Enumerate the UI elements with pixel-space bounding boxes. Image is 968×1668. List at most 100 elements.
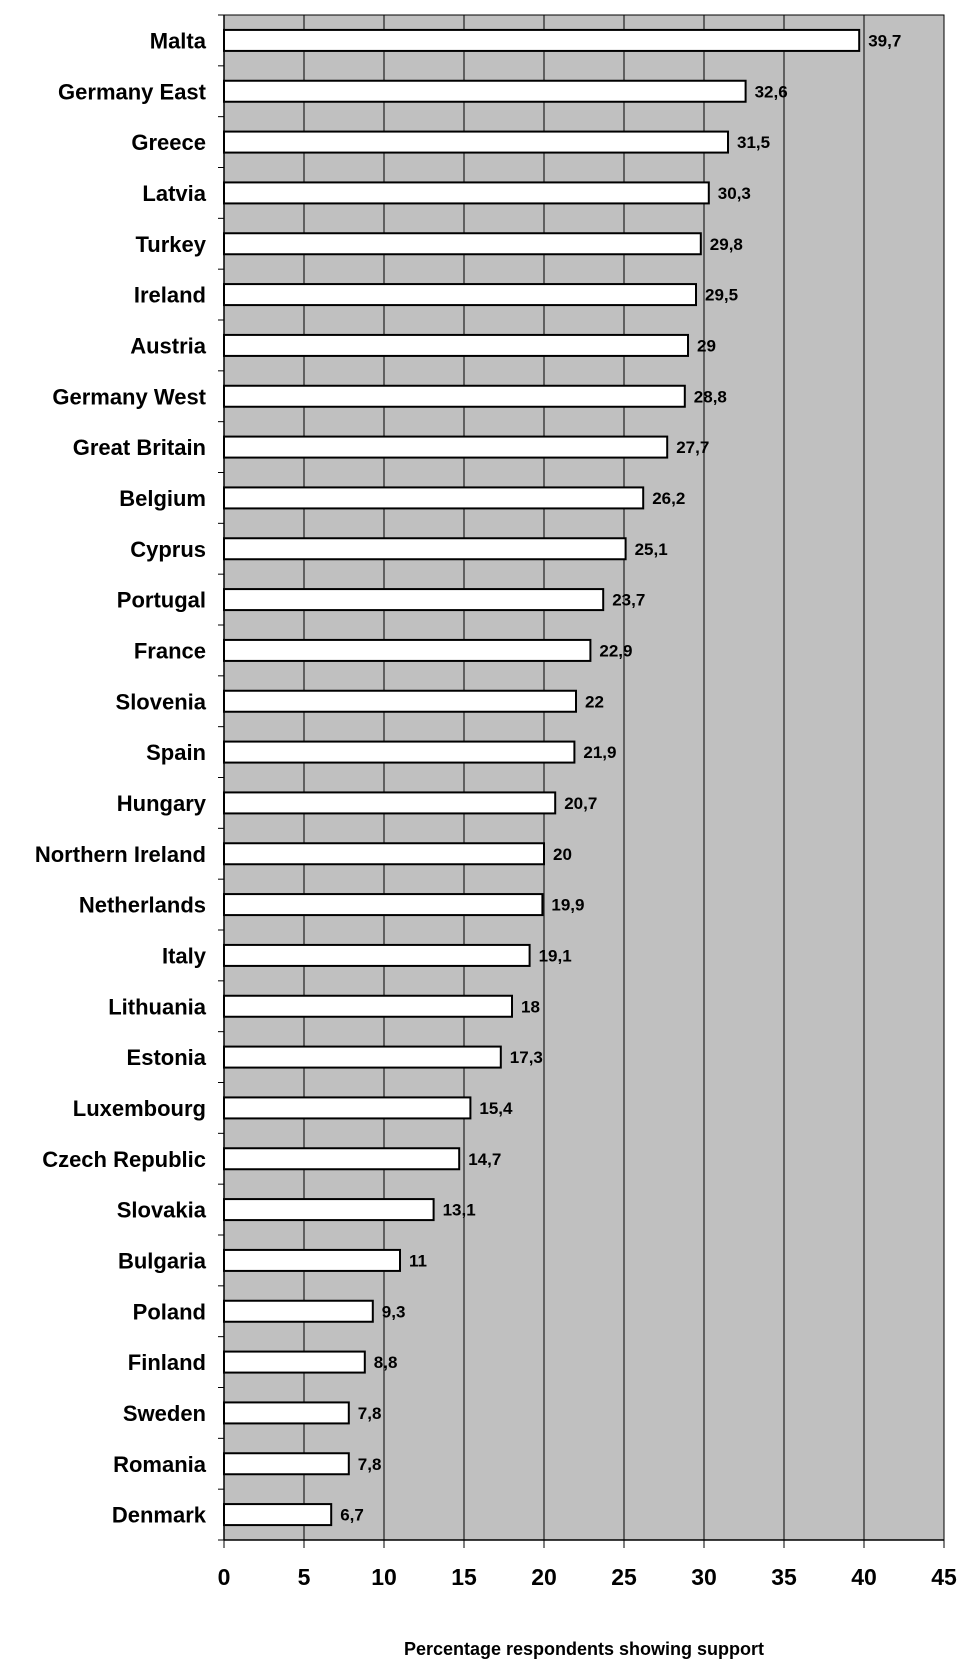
category-label: Hungary (117, 791, 207, 816)
data-label: 31,5 (737, 133, 770, 152)
category-label: Spain (146, 740, 206, 765)
y-axis (218, 14, 225, 1541)
category-label: Denmark (112, 1503, 207, 1528)
category-label: Slovenia (116, 689, 207, 714)
category-label: France (134, 638, 206, 663)
category-label: Lithuania (108, 994, 207, 1019)
bar (223, 435, 669, 459)
bar (223, 1299, 374, 1323)
data-label: 9,3 (382, 1302, 406, 1321)
data-label: 23,7 (612, 591, 645, 610)
category-label: Slovakia (117, 1198, 207, 1223)
plot-area (223, 14, 945, 1541)
category-label: Greece (131, 130, 206, 155)
x-axis: 0 5 10 15 20 25 30 35 40 45 (218, 1539, 957, 1590)
bar (223, 181, 710, 205)
category-label: Malta (150, 28, 207, 53)
category-label: Belgium (119, 486, 206, 511)
data-label: 39,7 (868, 31, 901, 50)
category-label: Finland (128, 1350, 206, 1375)
data-label: 28,8 (694, 387, 727, 406)
category-label: Turkey (135, 232, 206, 257)
data-label: 13,1 (443, 1201, 476, 1220)
data-label: 29,8 (710, 235, 743, 254)
category-label: Germany East (58, 79, 207, 104)
data-label: 20 (553, 845, 572, 864)
bars: Malta 39,7 Germany East 32,6 Greece 31,5 Latvi… (35, 28, 901, 1527)
bar (223, 1096, 472, 1120)
data-label: 29,5 (705, 286, 738, 305)
data-label: 8,8 (374, 1353, 398, 1372)
gridlines (303, 15, 945, 1540)
category-label: Romania (113, 1452, 207, 1477)
x-tick-label: 35 (771, 1564, 797, 1590)
bar (223, 740, 576, 764)
data-label: 26,2 (652, 489, 685, 508)
data-label: 30,3 (718, 184, 751, 203)
bar (223, 1198, 435, 1222)
bar (223, 384, 686, 408)
category-label: Bulgaria (118, 1248, 207, 1273)
data-label: 25,1 (635, 540, 668, 559)
x-tick-label: 5 (298, 1564, 311, 1590)
bar (223, 689, 577, 713)
category-label: Ireland (134, 283, 206, 308)
category-label: Northern Ireland (35, 842, 206, 867)
bar (223, 79, 747, 103)
category-label: Great Britain (73, 435, 206, 460)
data-label: 7,8 (358, 1455, 382, 1474)
data-label: 14,7 (468, 1150, 501, 1169)
data-label: 27,7 (676, 438, 709, 457)
bar (223, 588, 605, 612)
category-label: Luxembourg (73, 1096, 206, 1121)
data-label: 19,1 (539, 946, 572, 965)
bar (223, 537, 627, 561)
bar (223, 283, 697, 307)
x-tick-label: 30 (691, 1564, 717, 1590)
data-label: 17,3 (510, 1048, 543, 1067)
x-tick-label: 20 (531, 1564, 557, 1590)
category-label: Germany West (52, 384, 206, 409)
bar (223, 1401, 350, 1425)
category-label: Portugal (117, 588, 206, 613)
x-tick-label: 10 (371, 1564, 397, 1590)
category-label: Czech Republic (42, 1147, 206, 1172)
category-label: Cyprus (130, 537, 206, 562)
bar (223, 1350, 366, 1374)
bar (223, 232, 702, 256)
bar (223, 486, 645, 510)
bar (223, 842, 545, 866)
category-label: Sweden (123, 1401, 206, 1426)
data-label: 22 (585, 692, 604, 711)
bar (223, 893, 544, 917)
category-label: Estonia (127, 1045, 207, 1070)
x-tick-label: 40 (851, 1564, 877, 1590)
bar (223, 994, 513, 1018)
bar (223, 1147, 461, 1171)
category-label: Austria (130, 333, 207, 358)
category-label: Italy (162, 943, 207, 968)
bar (223, 333, 689, 357)
data-label: 21,9 (583, 743, 616, 762)
bar (223, 1503, 333, 1527)
data-label: 29 (697, 336, 716, 355)
data-label: 18 (521, 997, 540, 1016)
bar (223, 1045, 502, 1069)
x-tick-label: 15 (451, 1564, 477, 1590)
data-label: 22,9 (599, 641, 632, 660)
data-label: 6,7 (340, 1506, 364, 1525)
bar (223, 1248, 401, 1272)
data-label: 11 (409, 1251, 427, 1270)
data-label: 19,9 (551, 896, 584, 915)
x-tick-label: 45 (931, 1564, 957, 1590)
category-label: Netherlands (79, 893, 206, 918)
category-label: Poland (133, 1299, 206, 1324)
data-label: 32,6 (755, 82, 788, 101)
category-label: Latvia (142, 181, 206, 206)
bar (223, 130, 729, 154)
bar (223, 1452, 350, 1476)
bar (223, 28, 861, 52)
bar (223, 943, 531, 967)
bar (223, 638, 592, 662)
